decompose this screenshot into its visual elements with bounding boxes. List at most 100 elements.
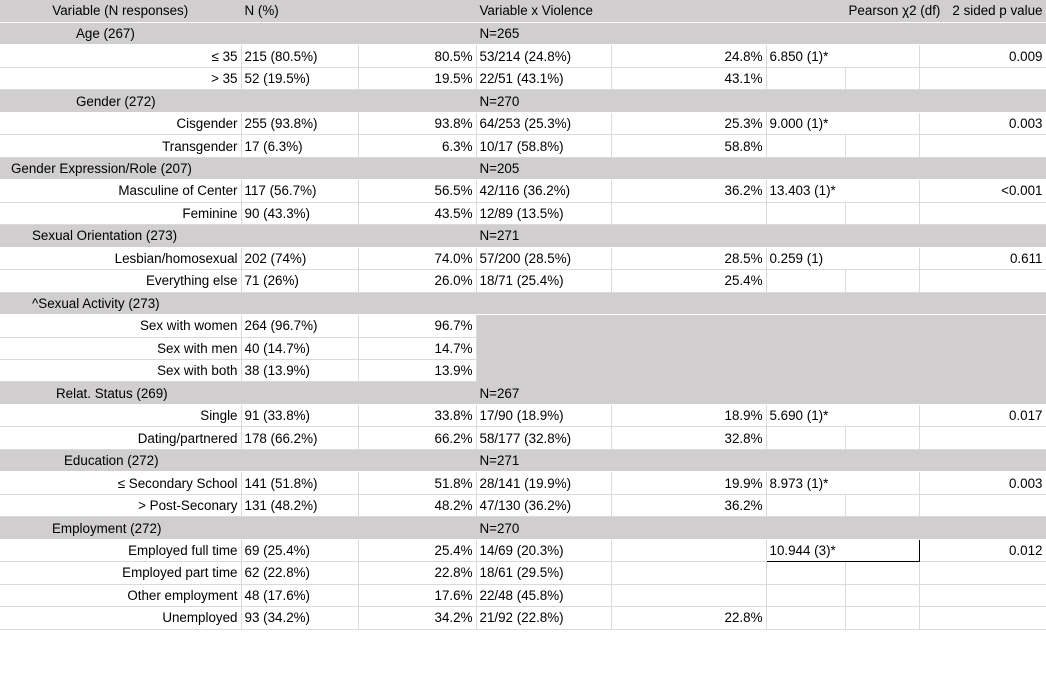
header-n-pct[interactable]: N (%)	[241, 0, 359, 23]
pct-cell[interactable]: 17.6%	[358, 584, 477, 608]
cell[interactable]	[919, 516, 1046, 540]
cell[interactable]	[845, 292, 920, 316]
n-pct-cell[interactable]: 178 (66.2%)	[241, 426, 359, 450]
chi-cell[interactable]	[766, 606, 846, 630]
chi-cell[interactable]: 5.690 (1)*	[766, 404, 920, 428]
group-label[interactable]: Education (272)	[0, 449, 242, 473]
vxv-cell[interactable]: 53/214 (24.8%)	[476, 44, 612, 68]
row-label[interactable]: Unemployed	[0, 606, 242, 630]
cell[interactable]	[845, 426, 920, 450]
row-label[interactable]: Employed part time	[0, 561, 242, 585]
n-pct-cell[interactable]: 131 (48.2%)	[241, 494, 359, 518]
vpct-cell[interactable]: 32.8%	[611, 426, 767, 450]
p-cell[interactable]: 0.003	[919, 112, 1046, 136]
chi-cell[interactable]: 6.850 (1)*	[766, 44, 920, 68]
n-pct-cell[interactable]: 255 (93.8%)	[241, 112, 359, 136]
chi-cell[interactable]: 13.403 (1)*	[766, 179, 920, 203]
pct-cell[interactable]: 19.5%	[358, 67, 477, 91]
group-label[interactable]: Employment (272)	[0, 516, 242, 540]
p-cell[interactable]	[919, 202, 1046, 226]
cell[interactable]	[611, 22, 767, 46]
p-cell[interactable]: 0.611	[919, 247, 1046, 271]
vpct-cell[interactable]: 25.4%	[611, 269, 767, 293]
chi-cell[interactable]	[766, 134, 846, 158]
p-cell[interactable]	[919, 606, 1046, 630]
p-cell[interactable]: 0.012	[919, 539, 1046, 563]
cell[interactable]	[241, 449, 359, 473]
n-pct-cell[interactable]: 69 (25.4%)	[241, 539, 359, 563]
p-cell[interactable]	[919, 269, 1046, 293]
n-pct-cell[interactable]: 117 (56.7%)	[241, 179, 359, 203]
vxv-cell[interactable]: 18/71 (25.4%)	[476, 269, 612, 293]
vpct-cell[interactable]: 18.9%	[611, 404, 767, 428]
p-cell[interactable]	[919, 134, 1046, 158]
row-label[interactable]: Everything else	[0, 269, 242, 293]
vpct-cell[interactable]: 24.8%	[611, 44, 767, 68]
cell[interactable]	[845, 494, 920, 518]
group-label[interactable]: Age (267)	[0, 22, 242, 46]
pct-cell[interactable]: 48.2%	[358, 494, 477, 518]
p-cell[interactable]: <0.001	[919, 179, 1046, 203]
row-label[interactable]: Sex with women	[0, 314, 242, 338]
vxv-cell[interactable]: 21/92 (22.8%)	[476, 606, 612, 630]
cell[interactable]	[845, 202, 920, 226]
cell[interactable]	[358, 224, 477, 248]
cell[interactable]	[845, 269, 920, 293]
group-n[interactable]: N=271	[476, 224, 612, 248]
pct-cell[interactable]: 6.3%	[358, 134, 477, 158]
pct-cell[interactable]: 74.0%	[358, 247, 477, 271]
row-label[interactable]: > 35	[0, 67, 242, 91]
row-label[interactable]: > Post-Seconary	[0, 494, 242, 518]
row-label[interactable]: Dating/partnered	[0, 426, 242, 450]
chi-cell[interactable]: 10.944 (3)*	[765, 538, 920, 563]
row-label[interactable]: Employed full time	[0, 539, 242, 563]
cell[interactable]	[766, 89, 846, 113]
cell[interactable]	[611, 157, 767, 181]
chi-cell[interactable]	[766, 561, 846, 585]
vxv-cell[interactable]: 18/61 (29.5%)	[476, 561, 612, 585]
n-pct-cell[interactable]: 215 (80.5%)	[241, 44, 359, 68]
cell[interactable]	[919, 381, 1046, 405]
cell[interactable]	[358, 516, 477, 540]
row-label[interactable]: Single	[0, 404, 242, 428]
n-pct-cell[interactable]: 202 (74%)	[241, 247, 359, 271]
vpct-cell[interactable]	[611, 539, 767, 563]
pct-cell[interactable]: 51.8%	[358, 471, 477, 495]
cell[interactable]	[919, 22, 1046, 46]
p-cell[interactable]	[919, 426, 1046, 450]
vxv-cell[interactable]: 28/141 (19.9%)	[476, 471, 612, 495]
pct-cell[interactable]: 34.2%	[358, 606, 477, 630]
cell[interactable]	[845, 561, 920, 585]
cell[interactable]	[845, 89, 920, 113]
pct-cell[interactable]: 80.5%	[358, 44, 477, 68]
chi-cell[interactable]: 9.000 (1)*	[766, 112, 920, 136]
p-cell[interactable]	[919, 584, 1046, 608]
cell[interactable]	[241, 381, 359, 405]
header-blank[interactable]	[766, 0, 846, 23]
row-label[interactable]: Transgender	[0, 134, 242, 158]
p-cell[interactable]	[919, 494, 1046, 518]
cell[interactable]	[358, 89, 477, 113]
pct-cell[interactable]: 13.9%	[358, 359, 477, 383]
p-cell[interactable]: 0.009	[919, 44, 1046, 68]
cell[interactable]	[766, 22, 846, 46]
n-pct-cell[interactable]: 91 (33.8%)	[241, 404, 359, 428]
chi-cell[interactable]	[766, 584, 846, 608]
vxv-cell[interactable]: 14/69 (20.3%)	[476, 539, 612, 563]
cell[interactable]	[241, 157, 359, 181]
pct-cell[interactable]: 93.8%	[358, 112, 477, 136]
p-cell[interactable]	[919, 67, 1046, 91]
vpct-cell[interactable]: 25.3%	[611, 112, 767, 136]
vxv-cell[interactable]: 64/253 (25.3%)	[476, 112, 612, 136]
chi-cell[interactable]	[766, 494, 846, 518]
vpct-cell[interactable]: 19.9%	[611, 471, 767, 495]
cell[interactable]	[476, 292, 612, 316]
cell[interactable]	[241, 516, 359, 540]
cell[interactable]	[845, 22, 920, 46]
p-cell[interactable]: 0.003	[919, 471, 1046, 495]
chi-cell[interactable]: 0.259 (1)	[766, 247, 920, 271]
p-cell[interactable]: 0.017	[919, 404, 1046, 428]
group-label[interactable]: ^Sexual Activity (273)	[0, 292, 242, 316]
cell[interactable]	[241, 89, 359, 113]
vpct-cell[interactable]	[611, 202, 767, 226]
